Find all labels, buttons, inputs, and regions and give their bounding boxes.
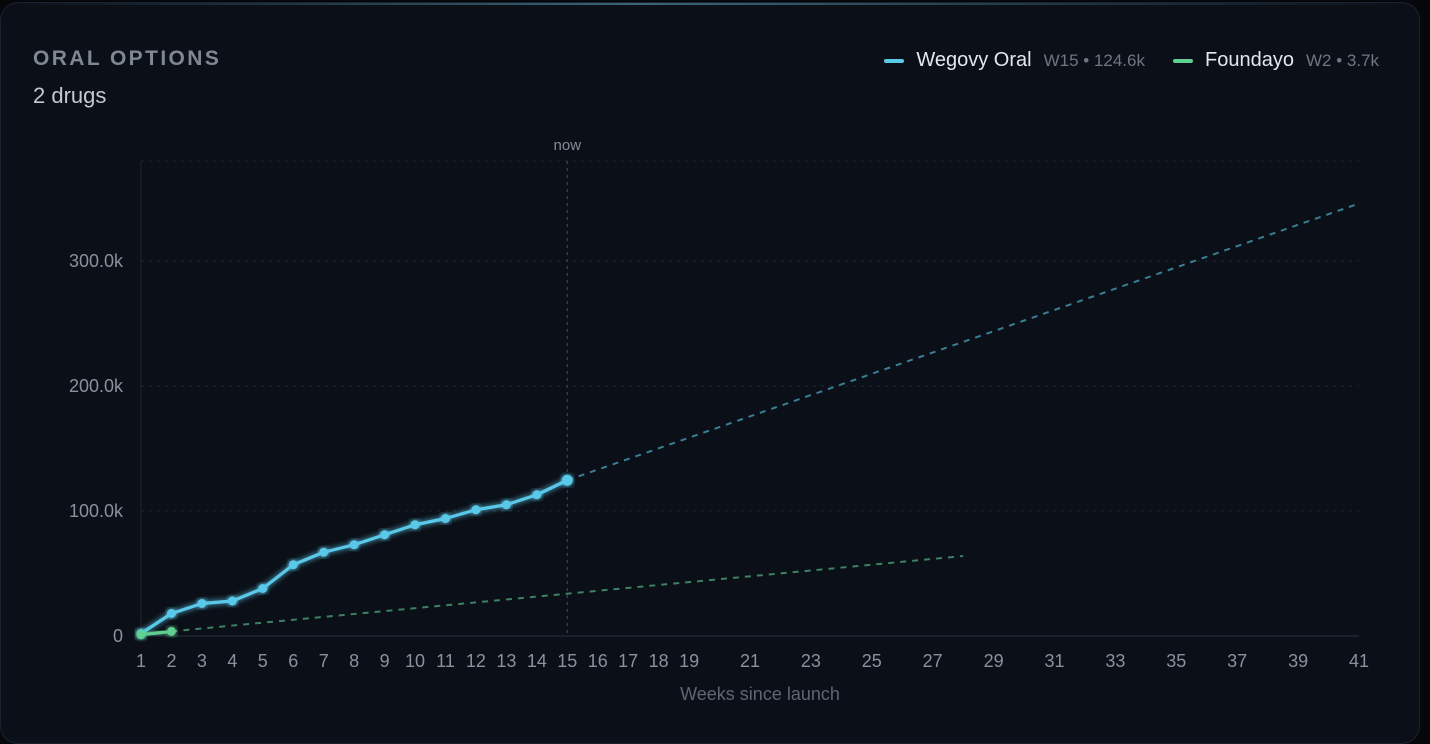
x-tick-label: 41 — [1349, 651, 1369, 671]
data-point-wegovy-oral — [380, 530, 390, 540]
data-point-wegovy-oral — [471, 505, 481, 515]
x-tick-label: 21 — [740, 651, 760, 671]
series — [136, 202, 1360, 640]
x-tick-label: 37 — [1227, 651, 1247, 671]
data-point-wegovy-oral — [441, 514, 450, 523]
x-tick-label: 4 — [227, 651, 237, 671]
data-point-wegovy-oral — [532, 490, 542, 500]
x-axis-title: Weeks since launch — [680, 684, 840, 704]
y-tick-label: 200.0k — [69, 376, 124, 396]
y-tick-label: 0 — [113, 626, 123, 646]
data-point-wegovy-oral — [166, 609, 176, 618]
panel-title: ORAL OPTIONS — [33, 47, 222, 70]
data-point-foundayo — [166, 626, 176, 636]
x-tick-label: 16 — [588, 651, 608, 671]
now-marker-label: now — [554, 137, 582, 154]
x-tick-label: 9 — [380, 651, 390, 671]
x-tick-label: 35 — [1166, 651, 1186, 671]
legend-item-wegovy-oral[interactable]: Wegovy Oral W15 • 124.6k — [884, 49, 1145, 72]
data-point-wegovy-oral — [410, 520, 420, 530]
grid-lines — [141, 160, 1359, 512]
data-point-wegovy-oral — [501, 500, 511, 510]
data-point-wegovy-oral — [349, 540, 359, 550]
x-tick-label: 11 — [436, 651, 455, 671]
projection-line-foundayo — [171, 555, 964, 633]
legend-name: Foundayo — [1205, 49, 1294, 71]
x-tick-label: 14 — [527, 651, 547, 671]
data-point-wegovy-oral — [197, 599, 207, 608]
x-tick-label: 15 — [557, 651, 577, 671]
panel-subtitle: 2 drugs — [33, 83, 107, 108]
x-tick-label: 33 — [1105, 651, 1125, 671]
legend-meta: W2 • 3.7k — [1305, 50, 1379, 70]
data-point-foundayo — [136, 630, 146, 640]
chart-legend: Wegovy Oral W15 • 124.6k Foundayo W2 • 3… — [856, 49, 1379, 72]
x-tick-label: 6 — [288, 651, 298, 671]
projection-line-wegovy-oral — [566, 202, 1360, 482]
legend-item-foundayo[interactable]: Foundayo W2 • 3.7k — [1173, 49, 1379, 72]
x-tick-label: 18 — [649, 651, 669, 671]
legend-swatch-foundayo — [1173, 58, 1193, 63]
x-tick-label: 2 — [166, 651, 176, 671]
card-top-glow — [1, 3, 1419, 5]
x-tick-label: 5 — [258, 651, 268, 671]
x-tick-label: 3 — [197, 651, 207, 671]
series-line-foundayo — [139, 629, 174, 637]
x-tick-label: 23 — [801, 651, 821, 671]
data-point-wegovy-oral — [227, 596, 237, 606]
x-tick-label: 31 — [1044, 651, 1064, 671]
x-tick-label: 29 — [984, 651, 1004, 671]
data-point-wegovy-oral — [319, 547, 329, 557]
data-point-wegovy-oral — [258, 584, 268, 593]
x-tick-label: 12 — [466, 651, 486, 671]
x-tick-label: 8 — [349, 651, 359, 671]
y-tick-label: 300.0k — [69, 251, 124, 271]
y-tick-label: 100.0k — [69, 501, 124, 521]
legend-meta: W15 • 124.6k — [1043, 50, 1145, 70]
legend-name: Wegovy Oral — [916, 49, 1032, 71]
x-tick-label: 27 — [923, 651, 943, 671]
x-tick-label: 39 — [1288, 651, 1308, 671]
data-point-wegovy-oral — [288, 560, 298, 570]
x-tick-label: 19 — [679, 651, 699, 671]
x-tick-label: 17 — [618, 651, 638, 671]
legend-swatch-wegovy-oral — [884, 58, 905, 63]
x-tick-label: 10 — [405, 651, 425, 671]
x-tick-label: 1 — [136, 651, 146, 671]
x-tick-label: 13 — [496, 651, 516, 671]
x-tick-label: 7 — [319, 651, 329, 671]
data-point-wegovy-oral — [561, 474, 573, 486]
x-tick-label: 25 — [862, 651, 882, 671]
